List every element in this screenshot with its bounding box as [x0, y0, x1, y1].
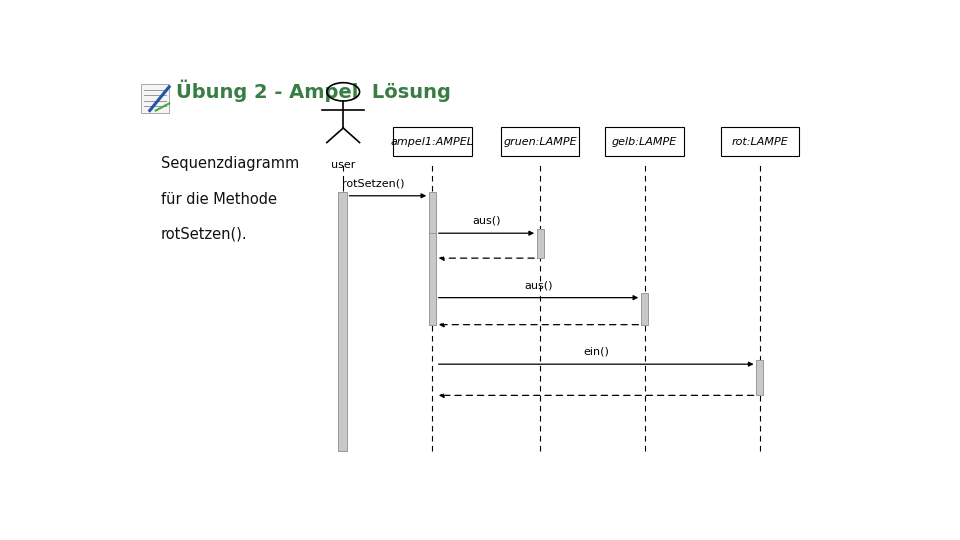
Text: für die Methode: für die Methode [161, 192, 276, 207]
Text: gruen:LAMPE: gruen:LAMPE [504, 137, 577, 147]
Bar [141, 84, 169, 113]
Text: user: user [331, 160, 355, 171]
Text: rot:LAMPE: rot:LAMPE [732, 137, 788, 147]
Text: rotSetzen(): rotSetzen() [342, 178, 404, 188]
Text: gelb:LAMPE: gelb:LAMPE [612, 137, 677, 147]
Bar [537, 229, 543, 258]
Text: ein(): ein() [584, 347, 609, 357]
Text: rotSetzen().: rotSetzen(). [161, 227, 248, 242]
Text: ampel1:AMPEL: ampel1:AMPEL [391, 137, 474, 147]
Bar [501, 127, 580, 156]
Bar [338, 192, 347, 451]
Bar [641, 294, 648, 325]
Bar [429, 192, 436, 233]
Bar [606, 127, 684, 156]
Text: Sequenzdiagramm: Sequenzdiagramm [161, 156, 300, 171]
Bar [721, 127, 799, 156]
Text: aus(): aus() [472, 215, 501, 226]
Bar [429, 233, 436, 325]
Bar [394, 127, 471, 156]
Text: Übung 2 - Ampel  Lösung: Übung 2 - Ampel Lösung [176, 79, 450, 102]
Text: aus(): aus() [524, 280, 553, 290]
Bar [756, 360, 763, 395]
